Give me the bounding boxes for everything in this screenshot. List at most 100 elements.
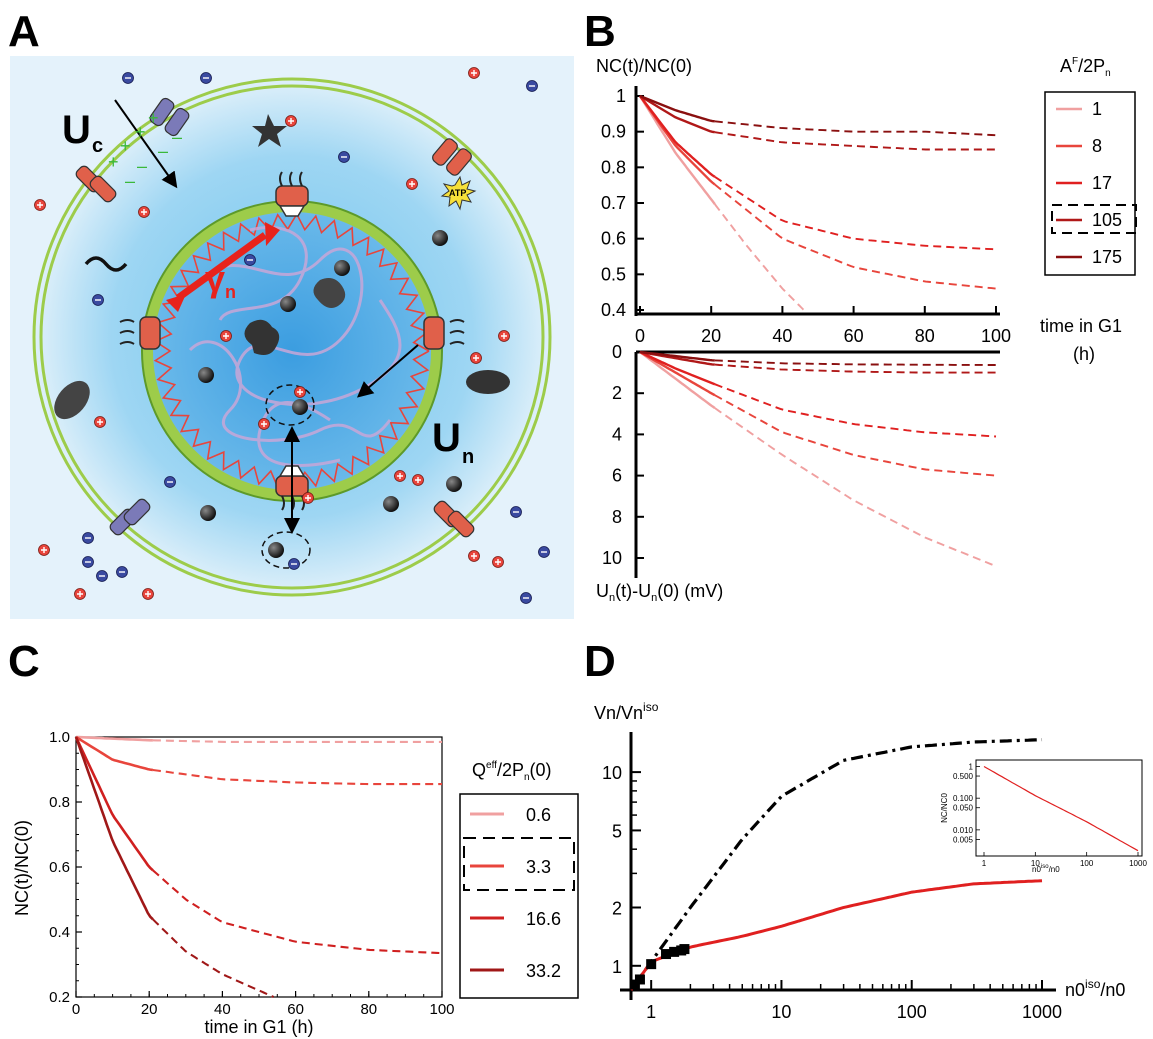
svg-text:+: + bbox=[108, 152, 119, 172]
svg-text:+: + bbox=[148, 108, 159, 128]
plasma-membrane-outer bbox=[32, 77, 552, 597]
plasma-membrane-inner bbox=[39, 84, 545, 590]
atp-burst: ATP bbox=[440, 175, 477, 211]
series-175-dashed bbox=[714, 120, 997, 137]
series-17-dashed bbox=[714, 175, 997, 251]
series-175-solid bbox=[639, 350, 715, 362]
c-ticks: 1.0 0.8 0.6 0.4 0.20 20 40 60 80 100 bbox=[49, 729, 454, 1018]
d-inset-ylabel: NC/NC0 bbox=[940, 793, 949, 823]
inset-x-tick-label: 1 bbox=[982, 859, 987, 868]
legend-label: 105 bbox=[1092, 210, 1122, 230]
cation-icon bbox=[492, 556, 504, 568]
d-series bbox=[629, 738, 1043, 991]
legend-label: 33.2 bbox=[526, 961, 561, 981]
y-tick-label: 10 bbox=[602, 763, 622, 783]
cation-icon bbox=[94, 416, 106, 428]
cation-icon bbox=[138, 206, 150, 218]
legend-label: 8 bbox=[1092, 136, 1102, 156]
uc-sub: c bbox=[92, 135, 103, 157]
series-red-curve bbox=[629, 879, 1043, 991]
c-plot-frame bbox=[75, 736, 443, 998]
series-33.2-dashed bbox=[152, 918, 275, 998]
inset-x-tick-label: 10 bbox=[1031, 859, 1040, 868]
series-17-solid bbox=[639, 350, 716, 386]
b-legend-entries: 1 8 17 105 175 bbox=[1051, 99, 1137, 267]
gamma-arrowhead-top bbox=[265, 222, 280, 246]
inset-y-tick-label: 0.005 bbox=[953, 835, 974, 844]
series-17-solid bbox=[639, 95, 716, 178]
series-0.6-solid bbox=[75, 735, 153, 742]
d-inset-xlabel: n0iso/n0 bbox=[1032, 864, 1060, 874]
x-tick-label: 1 bbox=[646, 1002, 656, 1022]
star-molecule bbox=[252, 114, 287, 147]
cytoplasmic-filament bbox=[84, 256, 128, 272]
c-legend-title: Qeff/2Pn(0) bbox=[472, 760, 552, 783]
c-legend-box bbox=[459, 793, 579, 999]
y-tick-label: 0.4 bbox=[49, 924, 70, 941]
channel-bottom-right bbox=[433, 500, 475, 538]
channel-left bbox=[75, 165, 117, 203]
ions bbox=[34, 67, 550, 604]
x-tick-label: 100 bbox=[897, 1002, 927, 1022]
atp-label: ATP bbox=[449, 188, 466, 198]
inset-y-tick-label: 0.500 bbox=[953, 772, 974, 781]
inset-x-tick-label: 1000 bbox=[1129, 859, 1147, 868]
macromolecule-1 bbox=[244, 319, 280, 355]
c-legend-entries: 0.6 3.3 16.6 33.2 bbox=[463, 805, 575, 981]
data-marker bbox=[669, 946, 680, 957]
inset-y-tick-label: 0.100 bbox=[953, 794, 974, 803]
panel-letter-a: A bbox=[8, 7, 40, 56]
y-tick-label: 0.5 bbox=[601, 264, 626, 284]
cation-icon bbox=[142, 588, 154, 600]
data-marker bbox=[634, 974, 645, 985]
anion-icon bbox=[82, 556, 94, 568]
un-label: U bbox=[432, 416, 461, 460]
cation-icon bbox=[498, 330, 510, 342]
anion-icon bbox=[92, 294, 104, 306]
x-tick-label: 20 bbox=[141, 1001, 158, 1018]
legend-highlight-box bbox=[1051, 204, 1137, 234]
y-tick-label: 8 bbox=[612, 507, 622, 527]
anion-icon bbox=[116, 566, 128, 578]
svg-text:–: – bbox=[137, 156, 147, 176]
x-tick-label: 0 bbox=[72, 1001, 80, 1018]
anion-icon bbox=[122, 72, 134, 84]
data-marker bbox=[661, 949, 672, 960]
cation-icon bbox=[406, 178, 418, 190]
anion-icon bbox=[164, 476, 176, 488]
series-175-solid bbox=[639, 94, 715, 123]
svg-text:+: + bbox=[135, 122, 146, 142]
legend-label: 175 bbox=[1092, 247, 1122, 267]
hydration-shell-1 bbox=[265, 384, 315, 426]
b-top-series bbox=[638, 94, 997, 311]
cation-icon bbox=[468, 550, 480, 562]
organelle-left bbox=[54, 380, 90, 420]
lamina-zigzag bbox=[153, 212, 430, 490]
y-tick-label: 1 bbox=[616, 86, 626, 106]
series-8-solid bbox=[639, 350, 716, 397]
y-tick-label: 1 bbox=[612, 957, 622, 977]
panel-c: 1.00.80.60.40.20 20 40 60 80 100 NC(t)/NC(0) … bbox=[12, 729, 579, 1037]
channel-top-right bbox=[432, 138, 472, 176]
anion-icon bbox=[200, 72, 212, 84]
legend-label: 17 bbox=[1092, 173, 1112, 193]
anion-icon bbox=[288, 558, 300, 570]
cation-icon bbox=[470, 352, 482, 364]
x-tick-label: 60 bbox=[287, 1001, 304, 1018]
y-tick-label: 0.2 bbox=[49, 989, 70, 1006]
organelle-right bbox=[466, 370, 510, 394]
y-tick-label: 6 bbox=[612, 466, 622, 486]
y-tick-label: 0.6 bbox=[601, 229, 626, 249]
channel-top-left bbox=[149, 97, 190, 137]
cation-icon bbox=[34, 199, 46, 211]
panel-letter-d: D bbox=[584, 637, 616, 686]
series-1-dashed bbox=[714, 203, 805, 311]
anion-icon bbox=[538, 546, 550, 558]
gamma-sub: n bbox=[225, 282, 236, 302]
nuclear-pore-left bbox=[119, 316, 161, 350]
x-tick-label: 0 bbox=[635, 326, 645, 346]
nuclear-lamina bbox=[153, 212, 430, 490]
series-17-dashed bbox=[714, 383, 997, 438]
x-tick-label: 80 bbox=[915, 326, 935, 346]
